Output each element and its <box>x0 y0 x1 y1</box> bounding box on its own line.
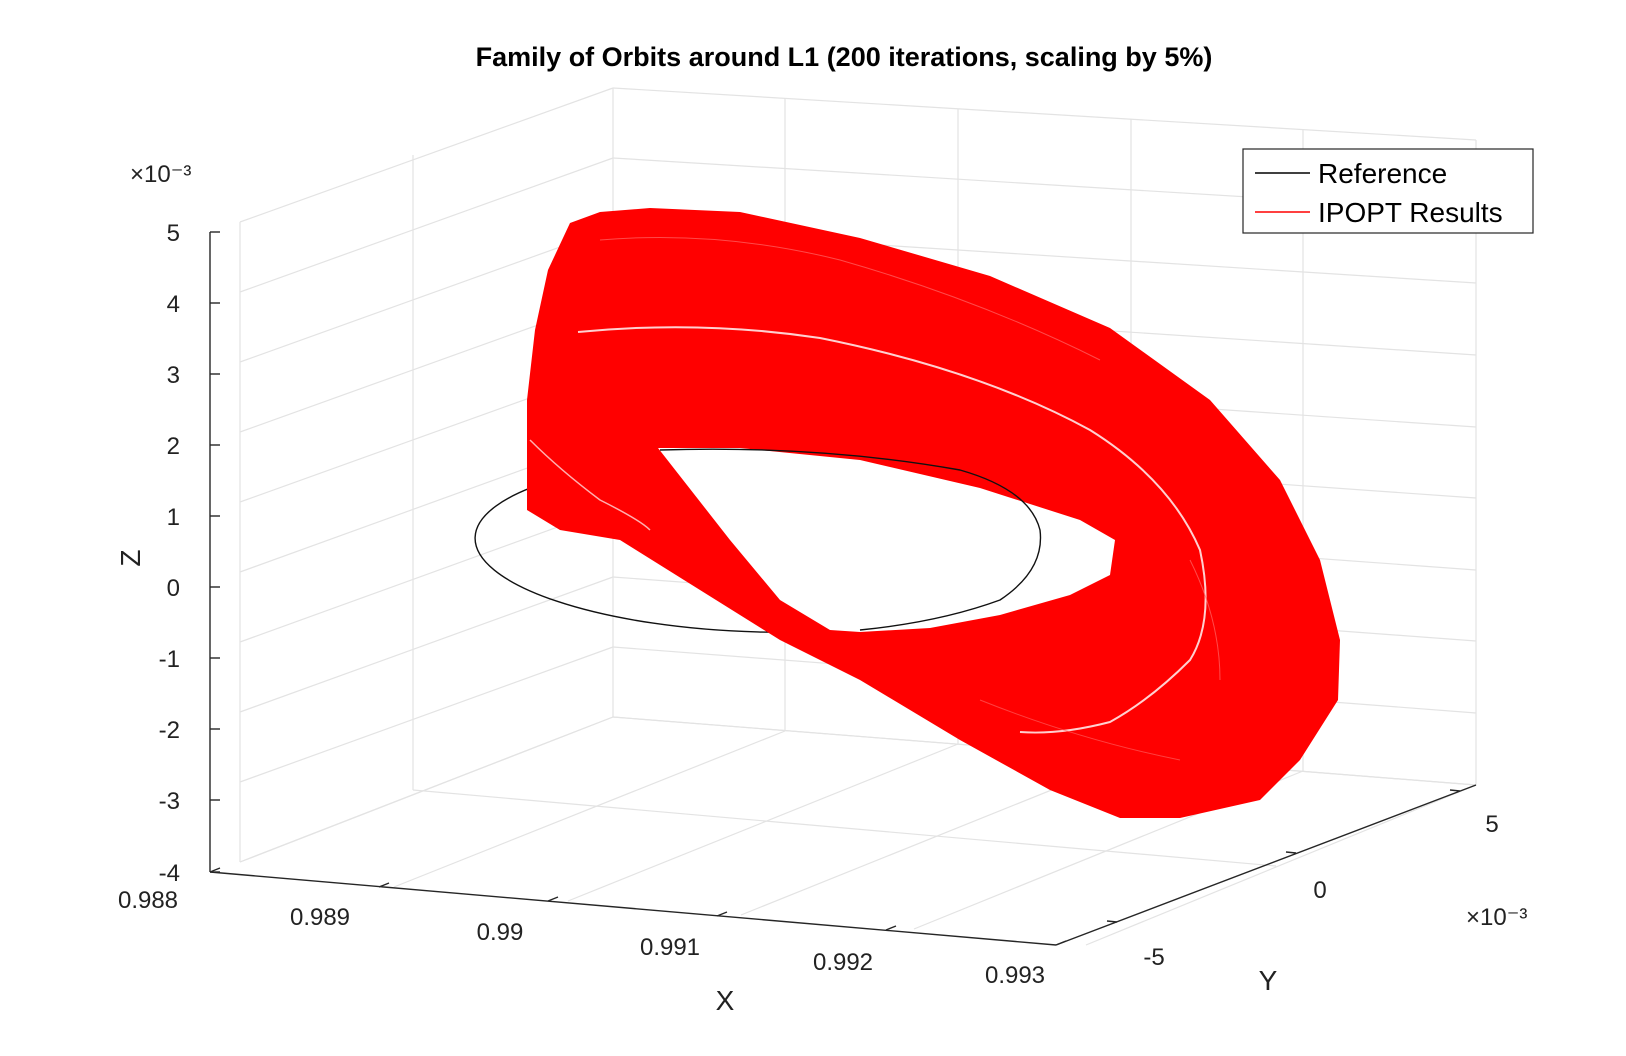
z-tick-label: -1 <box>159 646 180 673</box>
z-axis-label: Z <box>115 549 146 566</box>
y-tick-label: -5 <box>1143 944 1164 971</box>
x-tick-label: 0.991 <box>640 934 700 961</box>
legend-label-ipopt: IPOPT Results <box>1318 197 1503 228</box>
y-tick-label: 0 <box>1313 877 1326 904</box>
axes <box>209 231 1477 946</box>
ipopt-results-surface <box>527 208 1340 818</box>
z-tick-label: 2 <box>167 433 180 460</box>
y-tick-labels: -5 0 5 <box>1143 811 1498 971</box>
z-tick-label: 5 <box>167 220 180 247</box>
x-tick-label: 0.993 <box>985 962 1045 989</box>
legend-label-reference: Reference <box>1318 158 1447 189</box>
z-tick-label: 0 <box>167 575 180 602</box>
y-tick-label: 5 <box>1485 811 1498 838</box>
x-axis-label: X <box>716 985 735 1016</box>
z-tick-label: 3 <box>167 362 180 389</box>
x-tick-label: 0.989 <box>290 904 350 931</box>
z-tick-label: -2 <box>159 717 180 744</box>
y-axis-exponent: ×10⁻³ <box>1466 904 1527 931</box>
y-axis-label: Y <box>1259 965 1278 996</box>
z-tick-label: 4 <box>167 291 180 318</box>
x-tick-label: 0.992 <box>813 949 873 976</box>
z-tick-label: -3 <box>159 788 180 815</box>
z-tick-labels: 5 4 3 2 1 0 -1 -2 -3 -4 <box>159 220 180 887</box>
x-tick-label: 0.99 <box>477 919 524 946</box>
legend-box <box>1242 148 1534 234</box>
z-tick-label: 1 <box>167 504 180 531</box>
z-tick-label: -4 <box>159 860 180 887</box>
x-tick-labels: 0.988 0.989 0.99 0.991 0.992 0.993 <box>118 887 1045 989</box>
z-axis-exponent: ×10⁻³ <box>130 161 191 188</box>
x-tick-label: 0.988 <box>118 887 178 914</box>
chart-title: Family of Orbits around L1 (200 iteratio… <box>476 42 1213 72</box>
legend: Reference IPOPT Results <box>1242 148 1534 234</box>
